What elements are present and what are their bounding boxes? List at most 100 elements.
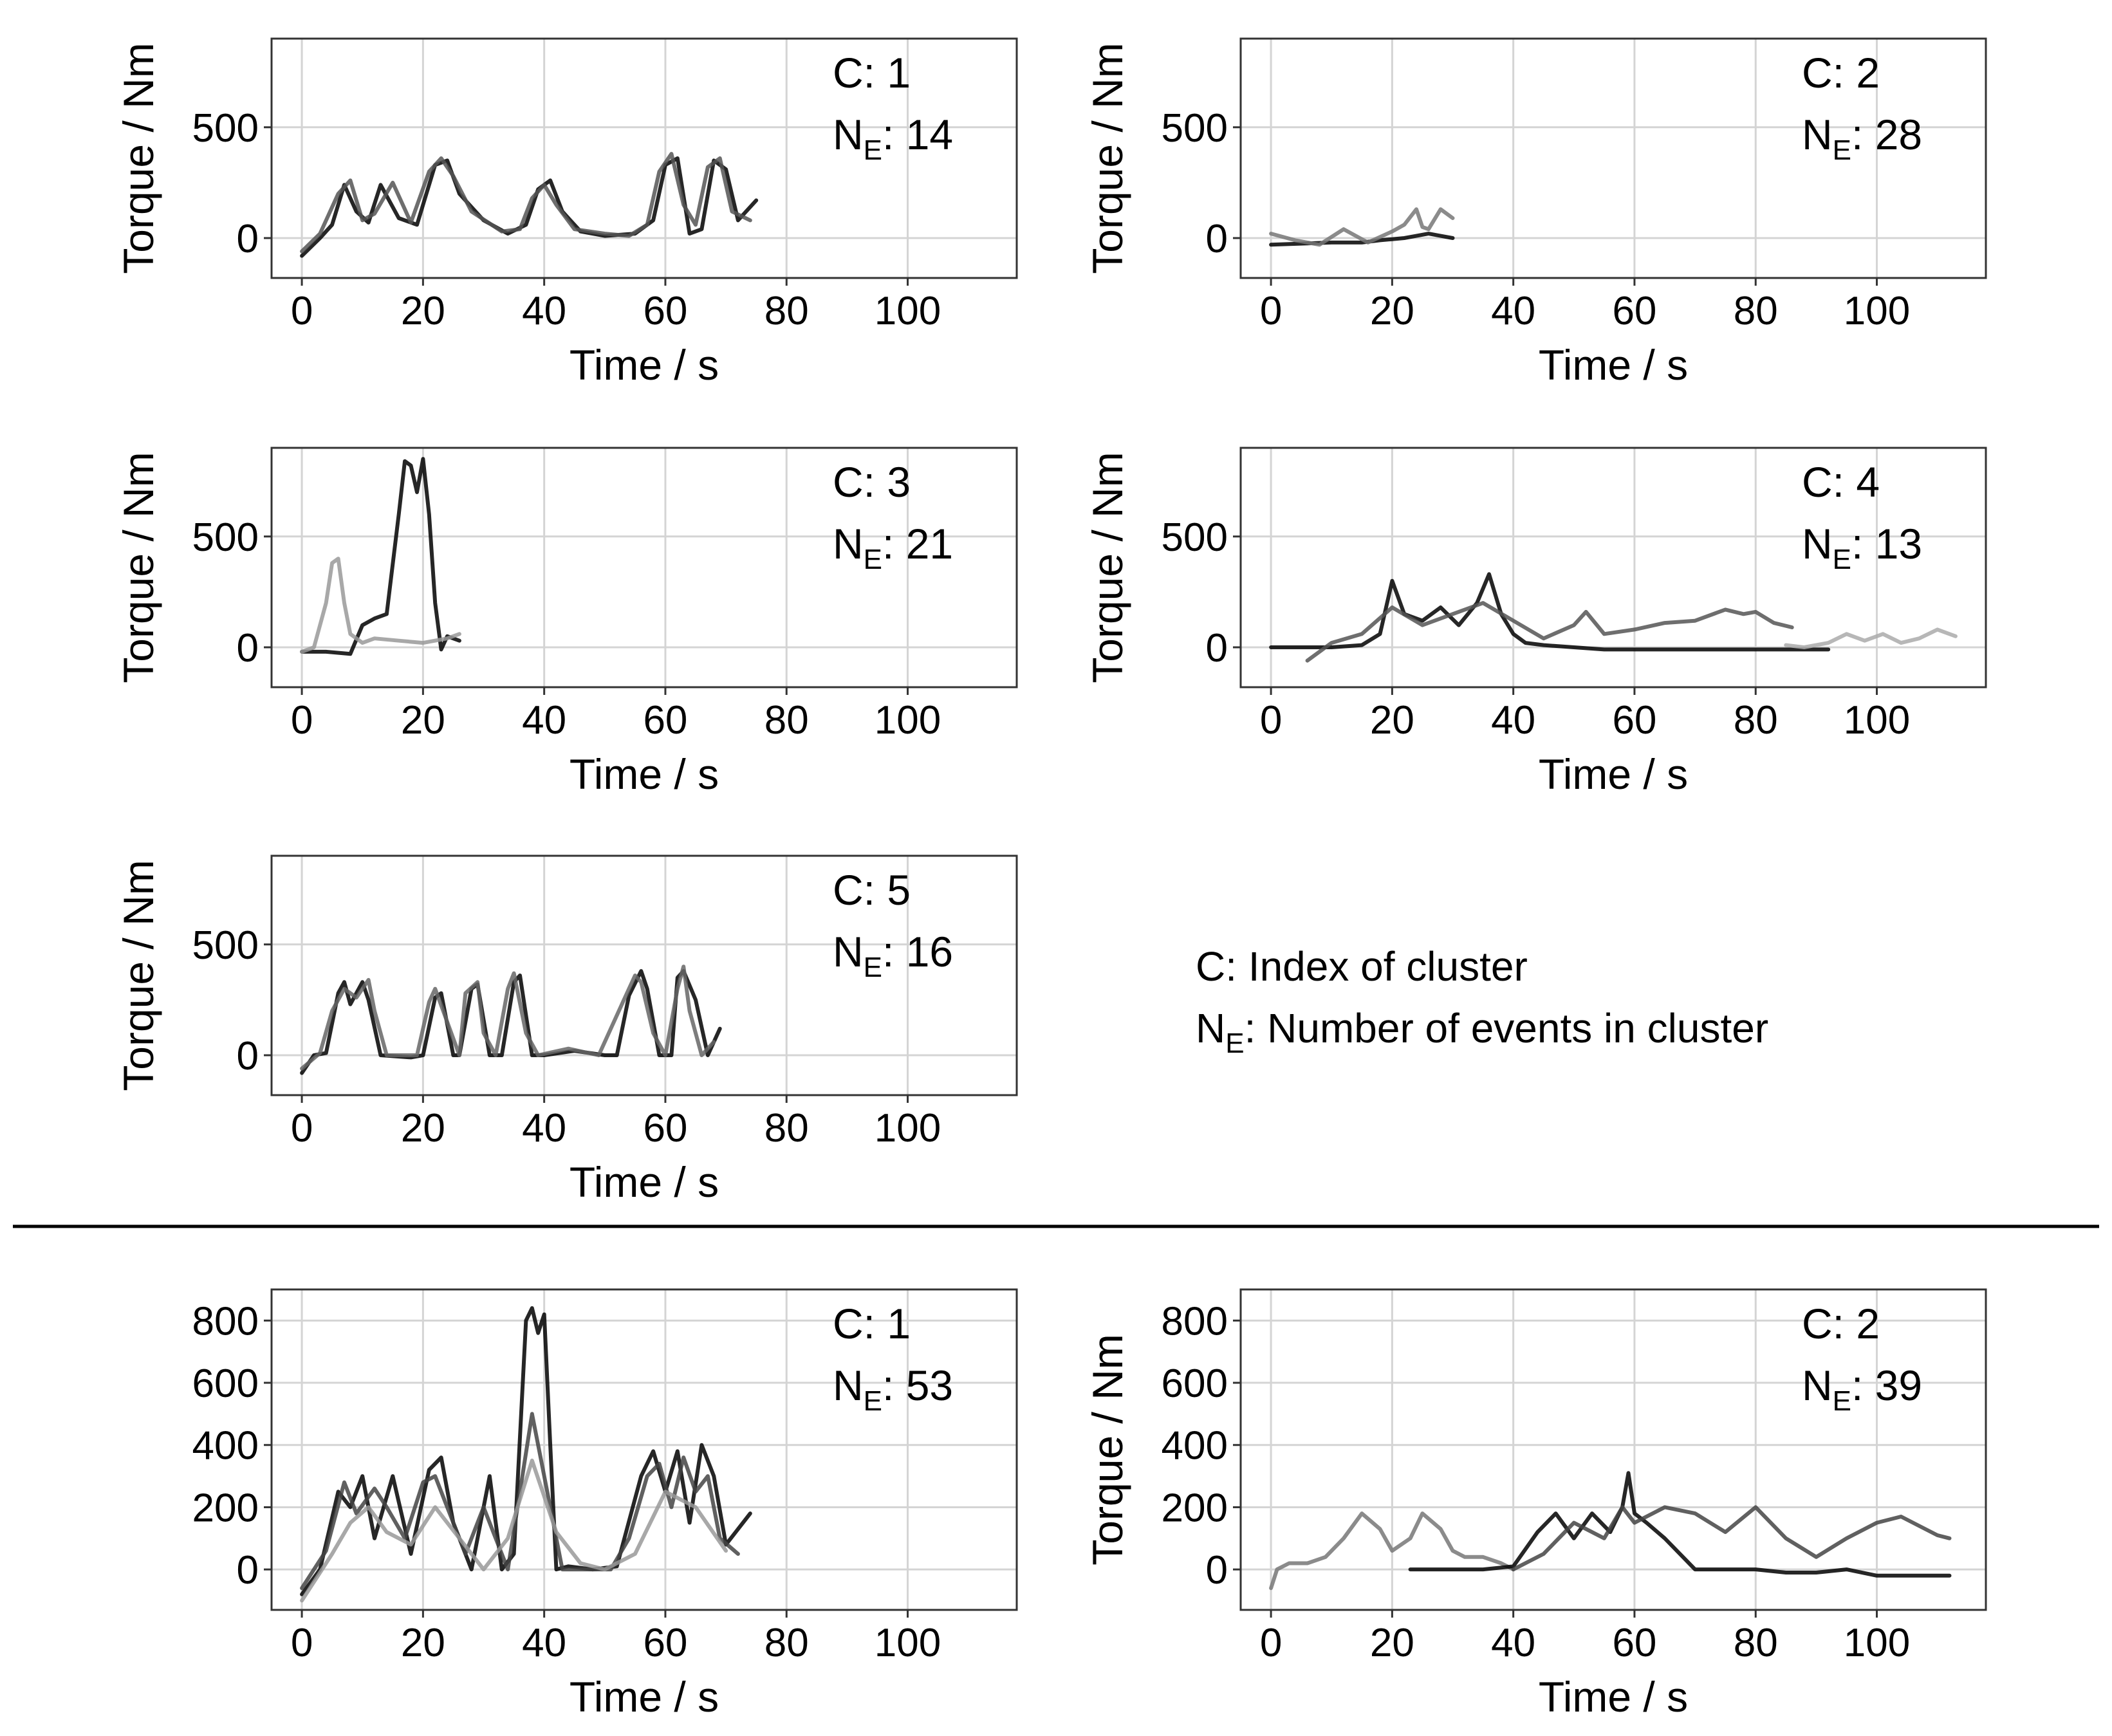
y-axis-title: Torque / Nm [115, 42, 162, 273]
x-tick-label: 40 [522, 1621, 566, 1665]
event-count-label: NE: 13 [1802, 520, 1922, 575]
panel-border [270, 1288, 1018, 1611]
series-line-1 [300, 1306, 752, 1596]
y-tick-label: 500 [192, 515, 259, 560]
series-line-2 [300, 152, 752, 254]
cluster-index-label: C: 3 [833, 458, 911, 506]
series-group [1269, 207, 1455, 247]
x-tick-label: 100 [875, 698, 941, 743]
y-tick-label: 400 [192, 1424, 259, 1468]
y-axis-title: Torque / Nm [1084, 452, 1131, 683]
x-tick-label: 60 [643, 1106, 687, 1150]
legend: C: Index of cluster NE: Number of events… [1196, 943, 1768, 1059]
series-line-3 [1511, 1505, 1952, 1572]
x-tick-label: 0 [1260, 1621, 1282, 1665]
series-group [300, 457, 461, 656]
series-line-1 [1269, 1511, 1515, 1591]
x-axis-title: Time / s [1539, 750, 1688, 798]
y-tick-label: 600 [1162, 1362, 1228, 1406]
series-line-2 [300, 557, 461, 654]
y-tick-label: 0 [1206, 626, 1228, 670]
cluster-index-label: C: 2 [1802, 49, 1880, 97]
panel-top-c1: 0 20 40 60 80 100 0 500 Time / s Torque / Nm C: 1 N… [115, 37, 1018, 389]
y-axis-title: Torque / Nm [1084, 1334, 1131, 1565]
cluster-index-label: C: 2 [1802, 1300, 1880, 1347]
x-tick-label: 100 [875, 1621, 941, 1665]
y-axis-title: Torque / Nm [1084, 1334, 1131, 1565]
series-group [300, 152, 759, 258]
cluster-index-label: C: 5 [833, 866, 911, 914]
y-tick-label: 0 [237, 1034, 259, 1078]
y-tick-label: 0 [237, 1548, 259, 1593]
x-axis-title: Time / s [570, 1673, 719, 1721]
y-tick-label: 500 [192, 106, 259, 151]
series-group [1269, 1471, 1952, 1591]
x-tick-label: 80 [764, 1106, 809, 1150]
x-axis-title: Time / s [1539, 341, 1688, 389]
y-tick-label: 500 [192, 923, 259, 968]
x-tick-label: 80 [764, 289, 809, 333]
x-tick-label: 100 [1844, 1621, 1910, 1665]
series-line-2 [300, 1412, 740, 1591]
x-axis-title: Time / s [570, 341, 719, 389]
x-tick-label: 100 [1844, 698, 1910, 743]
y-tick-label: 500 [1162, 106, 1228, 151]
x-tick-label: 80 [1734, 289, 1778, 333]
y-tick-label: 500 [1162, 515, 1228, 560]
plot-area [272, 1289, 1017, 1610]
cluster-index-label: C: 1 [833, 1300, 911, 1347]
x-tick-label: 20 [1370, 289, 1414, 333]
y-tick-label: 200 [1162, 1486, 1228, 1530]
x-tick-label: 40 [522, 289, 566, 333]
event-count-label: NE: 39 [1802, 1362, 1922, 1417]
x-tick-label: 60 [1612, 1621, 1656, 1665]
series-line-1 [300, 156, 759, 258]
x-tick-label: 0 [1260, 698, 1282, 743]
x-axis-title: Time / s [570, 1158, 719, 1206]
x-tick-label: 80 [764, 1621, 809, 1665]
y-tick-label: 600 [192, 1362, 259, 1406]
series-line-2 [1269, 207, 1455, 247]
cluster-index-label: C: 4 [1802, 458, 1880, 506]
x-tick-label: 60 [643, 1621, 687, 1665]
y-tick-label: 800 [1162, 1299, 1228, 1344]
panel-bottom-c1: 0 20 40 60 80 100 0 200 400 600 800 Time / s Torque … [192, 1288, 1131, 1721]
x-tick-label: 80 [1734, 1621, 1778, 1665]
y-axis-title: Torque / Nm [115, 452, 162, 683]
series-line-2 [1305, 601, 1794, 663]
legend-cluster-index: C: Index of cluster [1196, 943, 1528, 990]
series-line-3 [1784, 627, 1958, 649]
panel-border [1239, 37, 1987, 279]
y-tick-label: 0 [237, 626, 259, 670]
x-tick-label: 20 [1370, 1621, 1414, 1665]
x-axis-title: Time / s [570, 750, 719, 798]
panel-border [1239, 447, 1987, 688]
x-tick-label: 100 [875, 289, 941, 333]
x-tick-label: 20 [1370, 698, 1414, 743]
x-tick-label: 60 [643, 698, 687, 743]
legend-number-of-events: NE: Number of events in cluster [1196, 1005, 1768, 1059]
x-tick-label: 0 [291, 1106, 313, 1150]
x-tick-label: 40 [1491, 289, 1535, 333]
series-line-2 [300, 965, 716, 1071]
y-tick-label: 0 [1206, 217, 1228, 261]
panel-top-c4: 0 20 40 60 80 100 0 500 Time / s Torque / Nm C: 4 N… [1084, 447, 1987, 798]
x-tick-label: 40 [1491, 698, 1535, 743]
event-count-label: NE: 28 [1802, 111, 1922, 166]
x-tick-label: 60 [1612, 698, 1656, 743]
event-count-label: NE: 21 [833, 520, 953, 575]
y-tick-label: 800 [192, 1299, 259, 1344]
panel-top-c5: 0 20 40 60 80 100 0 500 Time / s Torque / Nm C: 5 N… [115, 854, 1018, 1206]
series-group [300, 1306, 752, 1603]
panel-top-c2: 0 20 40 60 80 100 0 500 Time / s Torque / Nm C: 2 N… [1084, 37, 1987, 389]
x-tick-label: 0 [291, 289, 313, 333]
x-tick-label: 0 [1260, 289, 1282, 333]
event-count-label: NE: 16 [833, 928, 953, 983]
panel-border [270, 447, 1018, 688]
y-tick-label: 200 [192, 1486, 259, 1530]
series-line-1 [1269, 572, 1831, 652]
series-group [300, 965, 722, 1075]
x-tick-label: 60 [1612, 289, 1656, 333]
x-tick-label: 60 [643, 289, 687, 333]
cluster-index-label: C: 1 [833, 49, 911, 97]
